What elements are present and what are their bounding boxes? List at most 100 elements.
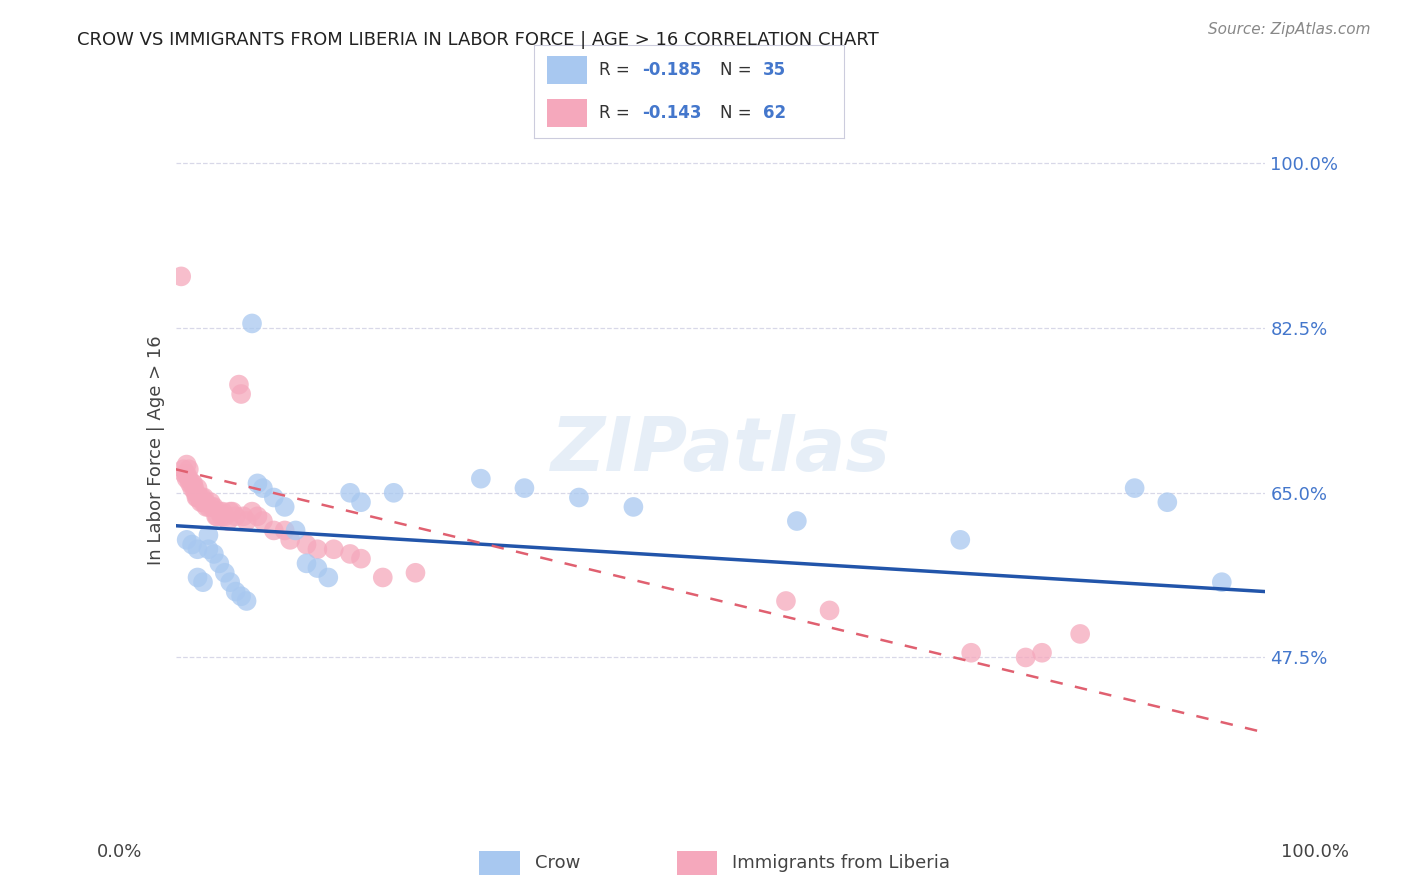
Point [284,524,307,538]
Text: 100.0%: 100.0% [1281,843,1348,861]
Point [278,533,301,547]
Point [172,462,194,476]
Point [252,481,274,495]
Point [307,542,329,557]
Point [322,542,344,557]
Point [240,317,263,331]
Point [181,537,204,551]
Point [960,646,983,660]
Point [274,500,297,514]
Point [470,472,492,486]
Point [246,476,269,491]
Point [194,495,217,509]
Point [513,481,536,495]
Point [195,500,218,514]
Point [186,570,209,584]
Point [183,481,205,495]
Point [339,485,361,500]
Point [186,542,209,557]
Point [181,481,204,495]
Text: 35: 35 [763,61,786,78]
Point [202,500,225,514]
Point [197,500,219,514]
Bar [547,56,586,84]
Point [197,542,219,557]
Point [214,566,236,580]
Y-axis label: In Labor Force | Age > 16: In Labor Force | Age > 16 [146,335,165,566]
Point [181,476,204,491]
Point [350,551,373,566]
Point [246,509,269,524]
Point [176,458,198,472]
Point [371,570,394,584]
Point [214,509,236,524]
Point [176,467,198,481]
Point [274,524,297,538]
Point [217,514,239,528]
Bar [479,851,520,875]
Point [190,495,212,509]
Point [202,547,225,561]
Point [307,561,329,575]
Point [191,491,214,505]
Point [228,377,250,392]
Text: 62: 62 [763,104,786,122]
Point [184,485,207,500]
Point [205,509,228,524]
Point [1211,575,1233,590]
Point [219,505,242,519]
Text: ZIPatlas: ZIPatlas [551,414,890,487]
Point [1156,495,1178,509]
Point [231,387,253,401]
Point [1015,650,1038,665]
Point [191,495,214,509]
Text: N =: N = [720,61,756,78]
Text: Source: ZipAtlas.com: Source: ZipAtlas.com [1208,22,1371,37]
Text: Immigrants from Liberia: Immigrants from Liberia [733,854,950,872]
Point [263,491,285,505]
Point [225,584,247,599]
Point [405,566,427,580]
Point [176,533,198,547]
Point [205,509,228,524]
Point [191,575,214,590]
Point [235,594,257,608]
Point [211,505,233,519]
Point [211,509,233,524]
Point [775,594,797,608]
Point [231,589,253,603]
Text: R =: R = [599,104,636,122]
Point [252,514,274,528]
Point [181,476,204,491]
Point [949,533,972,547]
Text: N =: N = [720,104,756,122]
Point [382,485,405,500]
Point [186,491,209,505]
Point [221,505,243,519]
Point [295,537,318,551]
Point [350,495,373,509]
Point [201,500,224,514]
Point [193,491,215,505]
Point [208,505,231,519]
Point [621,500,644,514]
Text: CROW VS IMMIGRANTS FROM LIBERIA IN LABOR FORCE | AGE > 16 CORRELATION CHART: CROW VS IMMIGRANTS FROM LIBERIA IN LABOR… [77,31,879,49]
Point [225,509,247,524]
Point [197,528,219,542]
Point [1031,646,1053,660]
Point [240,505,263,519]
Point [200,495,222,509]
Point [818,603,841,617]
Point [177,472,200,486]
Text: 0.0%: 0.0% [97,843,142,861]
Point [263,524,285,538]
Point [177,462,200,476]
Point [1069,627,1091,641]
Point [568,491,591,505]
Point [188,491,211,505]
Point [186,491,208,505]
Point [186,481,209,495]
Point [1123,481,1146,495]
Point [786,514,808,528]
Point [235,514,257,528]
